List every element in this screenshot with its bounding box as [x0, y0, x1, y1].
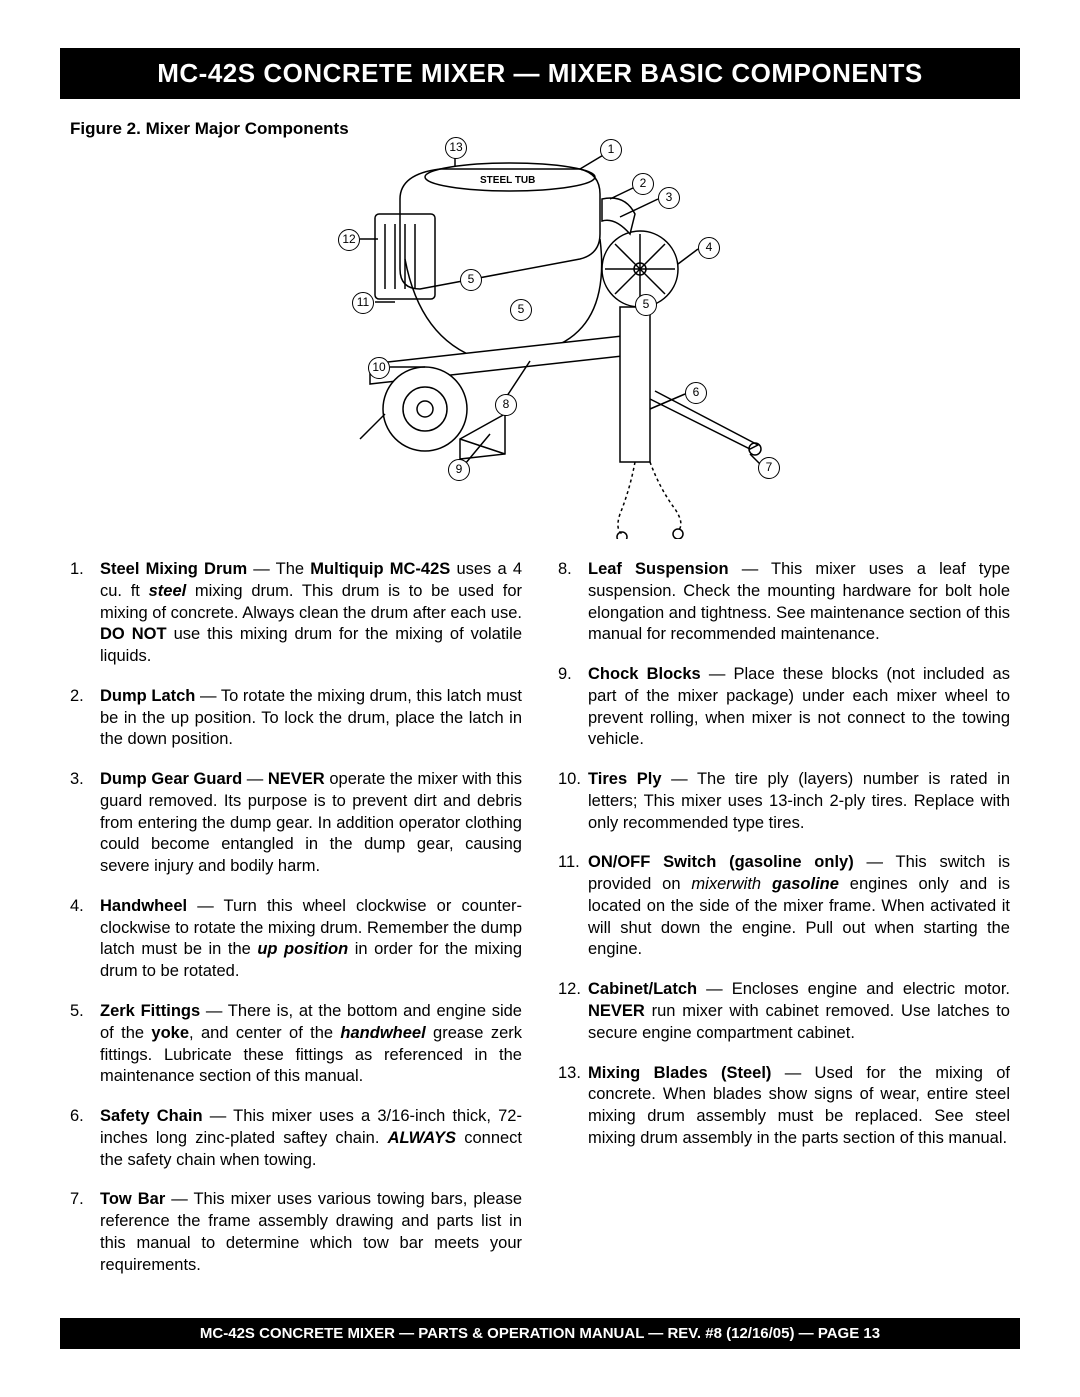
callout-1: 1 [600, 139, 622, 161]
item-body: Dump Gear Guard — NEVER operate the mixe… [100, 769, 522, 878]
callout-8: 8 [495, 394, 517, 416]
item-body: Tires Ply — The tire ply (layers) number… [588, 769, 1010, 834]
item-number: 5. [70, 1001, 100, 1088]
list-item: 11.ON/OFF Switch (gasoline only) — This … [558, 852, 1010, 961]
item-body: Leaf Suspension — This mixer uses a leaf… [588, 559, 1010, 646]
callout-5b: 5 [510, 299, 532, 321]
item-number: 1. [70, 559, 100, 668]
callout-9: 9 [448, 459, 470, 481]
item-number: 12. [558, 979, 588, 1044]
list-item: 10.Tires Ply — The tire ply (layers) num… [558, 769, 1010, 834]
callout-5c: 5 [635, 294, 657, 316]
item-body: Chock Blocks — Place these blocks (not i… [588, 664, 1010, 751]
item-body: Mixing Blades (Steel) — Used for the mix… [588, 1063, 1010, 1150]
callout-5a: 5 [460, 269, 482, 291]
item-number: 8. [558, 559, 588, 646]
item-number: 10. [558, 769, 588, 834]
item-body: ON/OFF Switch (gasoline only) — This swi… [588, 852, 1010, 961]
item-number: 6. [70, 1106, 100, 1171]
item-body: Handwheel — Turn this wheel clockwise or… [100, 896, 522, 983]
callout-2: 2 [632, 173, 654, 195]
title-bar: MC-42S CONCRETE MIXER — MIXER BASIC COMP… [60, 48, 1020, 99]
item-number: 13. [558, 1063, 588, 1150]
list-item: 8.Leaf Suspension — This mixer uses a le… [558, 559, 1010, 646]
left-column: 1.Steel Mixing Drum — The Multiquip MC-4… [70, 559, 522, 1294]
item-number: 11. [558, 852, 588, 961]
list-item: 6.Safety Chain — This mixer uses a 3/16-… [70, 1106, 522, 1171]
callout-12: 12 [338, 229, 360, 251]
callout-4: 4 [698, 237, 720, 259]
list-item: 9.Chock Blocks — Place these blocks (not… [558, 664, 1010, 751]
list-item: 13.Mixing Blades (Steel) — Used for the … [558, 1063, 1010, 1150]
item-number: 7. [70, 1189, 100, 1276]
callout-11: 11 [352, 292, 374, 314]
list-item: 3.Dump Gear Guard — NEVER operate the mi… [70, 769, 522, 878]
right-column: 8.Leaf Suspension — This mixer uses a le… [558, 559, 1010, 1294]
callout-6: 6 [685, 382, 707, 404]
item-body: Tow Bar — This mixer uses various towing… [100, 1189, 522, 1276]
item-body: Steel Mixing Drum — The Multiquip MC-42S… [100, 559, 522, 668]
item-number: 4. [70, 896, 100, 983]
callout-10: 10 [368, 357, 390, 379]
list-item: 7.Tow Bar — This mixer uses various towi… [70, 1189, 522, 1276]
callout-3: 3 [658, 187, 680, 209]
steel-tub-label: STEEL TUB [480, 175, 535, 186]
item-body: Safety Chain — This mixer uses a 3/16-in… [100, 1106, 522, 1171]
list-item: 4.Handwheel — Turn this wheel clockwise … [70, 896, 522, 983]
item-number: 2. [70, 686, 100, 751]
item-body: Dump Latch — To rotate the mixing drum, … [100, 686, 522, 751]
callout-7: 7 [758, 457, 780, 479]
item-body: Cabinet/Latch — Encloses engine and elec… [588, 979, 1010, 1044]
list-item: 1.Steel Mixing Drum — The Multiquip MC-4… [70, 559, 522, 668]
item-body: Zerk Fittings — There is, at the bottom … [100, 1001, 522, 1088]
callout-13: 13 [445, 137, 467, 159]
component-list: 1.Steel Mixing Drum — The Multiquip MC-4… [60, 559, 1020, 1294]
list-item: 5.Zerk Fittings — There is, at the botto… [70, 1001, 522, 1088]
item-number: 9. [558, 664, 588, 751]
list-item: 12.Cabinet/Latch — Encloses engine and e… [558, 979, 1010, 1044]
footer-bar: MC-42S CONCRETE MIXER — PARTS & OPERATIO… [60, 1318, 1020, 1349]
item-number: 3. [70, 769, 100, 878]
figure-caption: Figure 2. Mixer Major Components [70, 119, 1020, 139]
mixer-diagram: STEEL TUB 13 1 2 3 4 5 5 5 6 7 8 9 10 11… [280, 139, 800, 539]
list-item: 2.Dump Latch — To rotate the mixing drum… [70, 686, 522, 751]
